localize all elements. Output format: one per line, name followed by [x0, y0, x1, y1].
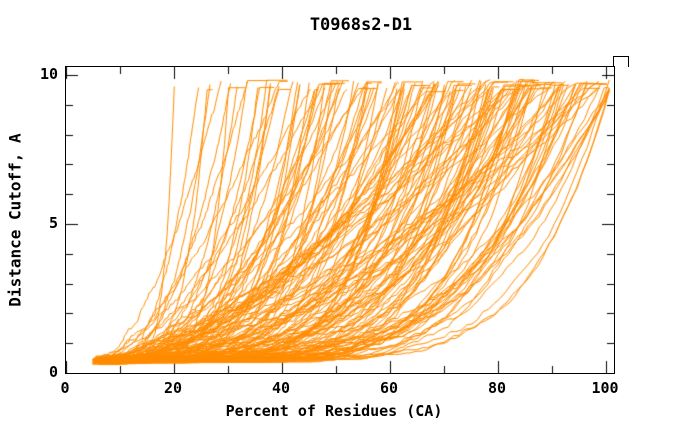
x-tick-label: 80 [487, 379, 507, 397]
x-tick-label: 40 [271, 379, 291, 397]
plot-area [66, 67, 614, 373]
y-tick-label: 10 [39, 65, 58, 83]
x-tick-label: 60 [379, 379, 399, 397]
x-axis-title: Percent of Residues (CA) [225, 402, 443, 420]
chart-title: T0968s2-D1 [309, 15, 413, 35]
x-tick-label: 20 [163, 379, 183, 397]
y-tick-label: 5 [48, 214, 58, 232]
plot-frame [65, 66, 615, 374]
y-tick-label: 0 [48, 363, 58, 381]
x-tick-label: 100 [591, 379, 619, 397]
frame-corner-notch [613, 56, 629, 67]
x-tick-label: 0 [60, 379, 70, 397]
